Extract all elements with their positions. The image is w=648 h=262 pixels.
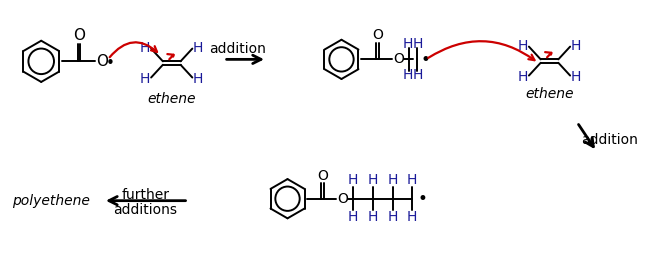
Text: polyethene: polyethene: [12, 194, 90, 208]
Text: additions: additions: [113, 203, 178, 216]
Text: H: H: [413, 37, 423, 51]
Text: O: O: [337, 192, 348, 206]
Text: addition: addition: [209, 42, 266, 56]
Text: H: H: [518, 39, 528, 53]
Text: H: H: [518, 70, 528, 84]
Text: •: •: [421, 51, 431, 69]
Text: ethene: ethene: [148, 92, 196, 106]
Text: H: H: [140, 41, 150, 54]
Text: H: H: [413, 68, 423, 82]
Text: H: H: [193, 72, 203, 86]
Text: H: H: [193, 41, 203, 54]
Text: H: H: [571, 39, 581, 53]
Text: H: H: [140, 72, 150, 86]
Text: H: H: [407, 173, 417, 187]
Text: H: H: [348, 210, 358, 224]
Text: O: O: [372, 28, 383, 42]
Text: H: H: [403, 68, 413, 82]
Text: H: H: [403, 37, 413, 51]
Text: O: O: [393, 52, 404, 66]
Text: O: O: [73, 28, 85, 43]
Text: ethene: ethene: [526, 87, 573, 101]
Text: •: •: [106, 56, 114, 71]
Text: O: O: [317, 169, 328, 183]
Text: further: further: [121, 188, 169, 202]
Text: H: H: [367, 173, 378, 187]
Text: addition: addition: [581, 133, 638, 147]
Text: H: H: [367, 210, 378, 224]
Text: H: H: [571, 70, 581, 84]
Text: •: •: [417, 190, 427, 208]
Text: H: H: [388, 210, 398, 224]
Text: H: H: [388, 173, 398, 187]
Text: H: H: [407, 210, 417, 224]
Text: H: H: [348, 173, 358, 187]
Text: O: O: [96, 54, 108, 69]
